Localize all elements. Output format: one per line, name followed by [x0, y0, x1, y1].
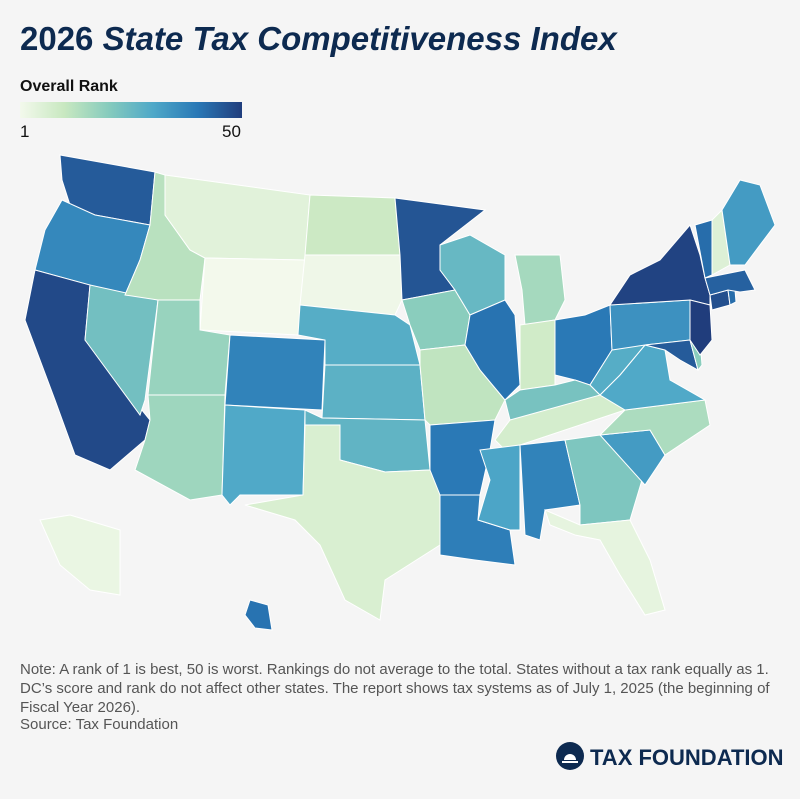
- state: [721, 179, 776, 266]
- state: [439, 494, 516, 566]
- title-name: State Tax Competitiveness Index: [102, 20, 617, 57]
- state: [39, 514, 121, 596]
- state: [304, 194, 401, 256]
- source: Source: Tax Foundation: [20, 716, 179, 733]
- state: [519, 319, 556, 391]
- legend-title: Overall Rank: [20, 78, 118, 95]
- logo-icon: [556, 742, 584, 770]
- state: [244, 424, 441, 621]
- legend-min: 1: [20, 122, 30, 141]
- state: [689, 299, 713, 356]
- state: [544, 509, 666, 616]
- state: [221, 404, 306, 506]
- title-year: 2026: [20, 20, 94, 57]
- state: [199, 257, 306, 336]
- state: [321, 364, 426, 421]
- state: [224, 334, 326, 411]
- state: [514, 254, 566, 326]
- state: [244, 599, 273, 631]
- state: [727, 289, 737, 306]
- state: [609, 224, 711, 306]
- logo: TAX FOUNDATION: [590, 745, 784, 770]
- state: [704, 269, 756, 296]
- legend-gradient: [20, 102, 242, 118]
- state: [464, 299, 521, 401]
- state: [134, 394, 226, 501]
- state: [644, 339, 699, 372]
- state: [477, 444, 521, 531]
- note: Note: A rank of 1 is best, 50 is worst. …: [20, 661, 770, 716]
- state: [494, 394, 627, 451]
- title: 2026 State Tax Competitiveness Index: [20, 20, 617, 58]
- state: [299, 254, 403, 316]
- legend-max: 50: [222, 122, 241, 141]
- map: [24, 154, 776, 631]
